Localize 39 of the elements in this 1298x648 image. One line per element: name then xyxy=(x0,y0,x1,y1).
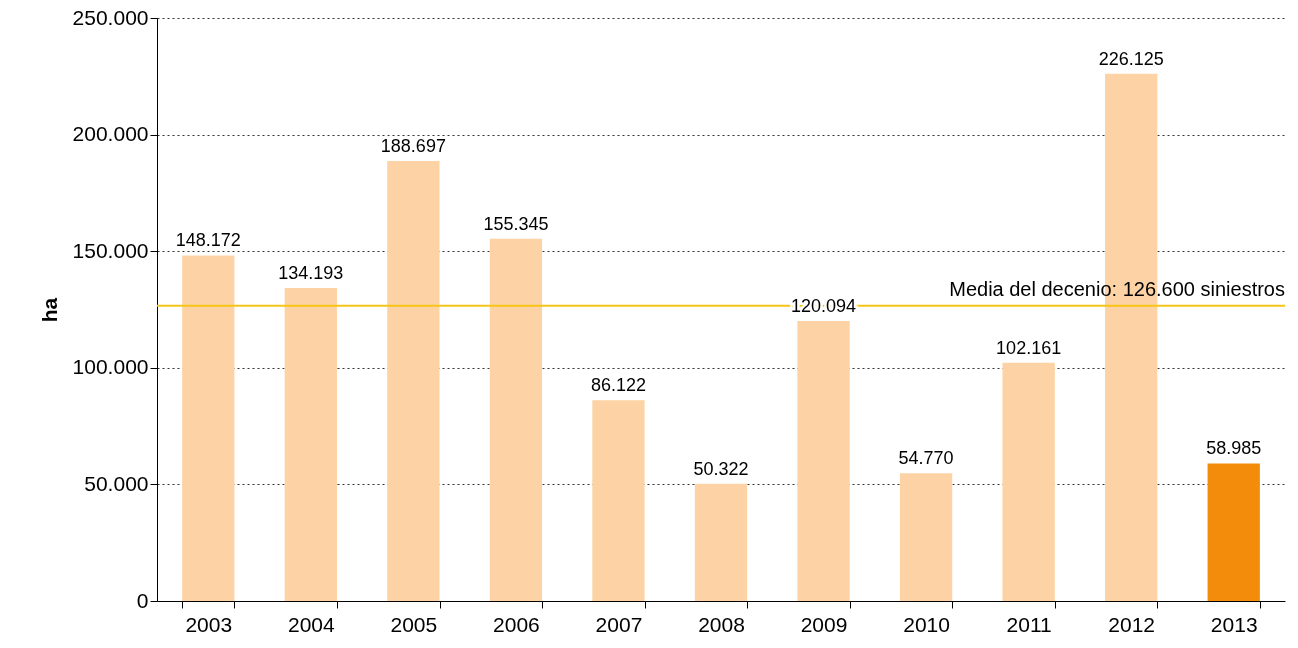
y-tick-label: 50.000 xyxy=(84,471,149,495)
y-tick-label: 250.000 xyxy=(72,5,149,29)
data-label: 50.322 xyxy=(693,458,749,479)
data-label: 188.697 xyxy=(380,135,446,156)
y-tick-label: 0 xyxy=(136,588,149,612)
x-tick-label: 2012 xyxy=(1108,612,1156,636)
bar xyxy=(387,160,440,601)
x-tick-label: 2005 xyxy=(390,612,438,636)
bar xyxy=(182,255,235,601)
data-label: 86.122 xyxy=(590,375,646,396)
x-tick-label: 2011 xyxy=(1006,612,1052,636)
data-label: 155.345 xyxy=(483,213,549,234)
data-label: 58.985 xyxy=(1206,438,1262,459)
bar xyxy=(694,483,748,601)
x-tick-label: 2004 xyxy=(287,612,335,636)
bar xyxy=(592,400,645,601)
y-tick-label: 150.000 xyxy=(72,238,149,262)
x-tick-label: 2007 xyxy=(595,612,643,636)
data-label: 102.161 xyxy=(996,337,1062,358)
x-tick-label: 2013 xyxy=(1210,612,1258,636)
y-tick-label: 200.000 xyxy=(72,122,149,146)
data-label: 226.125 xyxy=(1098,48,1164,69)
data-label: 134.193 xyxy=(278,263,344,284)
bar xyxy=(489,238,543,601)
bar xyxy=(1002,362,1055,601)
data-label: 148.172 xyxy=(175,230,241,251)
x-tick-label: 2003 xyxy=(185,612,233,636)
y-axis-title: ha xyxy=(37,297,61,323)
bar xyxy=(1207,463,1260,601)
bar xyxy=(797,320,850,601)
x-tick-label: 2009 xyxy=(800,612,848,636)
x-tick-label: 2008 xyxy=(698,612,745,636)
x-tick-label: 2010 xyxy=(903,612,950,636)
y-tick-label: 100.000 xyxy=(72,355,149,379)
x-tick-label: 2006 xyxy=(493,612,540,636)
bar xyxy=(899,473,953,601)
bar xyxy=(284,288,337,601)
ref-line-label: Media del decenio: 126.600 siniestros xyxy=(949,277,1285,300)
data-label: 54.770 xyxy=(898,448,954,469)
